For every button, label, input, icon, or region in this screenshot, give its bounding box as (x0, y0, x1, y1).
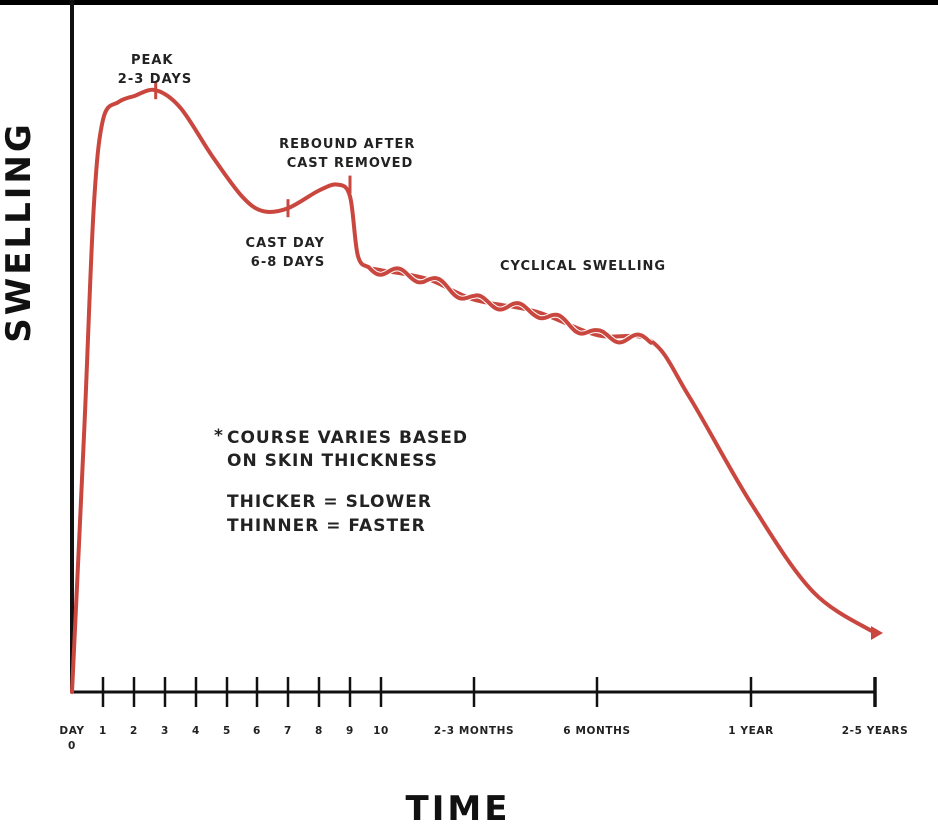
cyclical-swelling-wiggle (366, 265, 653, 345)
top-border (0, 0, 938, 5)
y-axis-title: SWELLING (0, 121, 39, 343)
note-thickness-rates: THICKER = SLOWER THINNER = FASTER (227, 492, 439, 536)
note-skin-thickness: COURSE VARIES BASED ON SKIN THICKNESS (227, 428, 475, 471)
x-tick-label-2: 2 (130, 725, 138, 737)
x-tick-label-14: 2-5 YEARS (842, 725, 909, 737)
x-tick-label-11: 2-3 MONTHS (434, 725, 514, 737)
x-tick-label-4: 4 (192, 725, 200, 737)
rebound-label: REBOUND AFTER CAST REMOVED (279, 137, 421, 171)
x-tick-label-8: 8 (315, 725, 323, 737)
x-tick-label-7: 7 (284, 725, 292, 737)
cast-day-label: CAST DAY 6-8 DAYS (246, 236, 331, 270)
cyclical-swelling-label: CYCLICAL SWELLING (500, 259, 666, 274)
x-axis-title: TIME (406, 789, 511, 829)
x-tick-label-3: 3 (161, 725, 169, 737)
curve-arrowhead (871, 626, 883, 640)
note-star: * (214, 426, 224, 446)
x-tick-label-0: DAY 0 (59, 725, 84, 752)
x-tick-label-1: 1 (99, 725, 107, 737)
x-tick-label-9: 9 (346, 725, 354, 737)
swelling-curve (70, 87, 877, 694)
x-tick-label-13: 1 YEAR (728, 725, 774, 737)
x-tick-label-6: 6 (253, 725, 261, 737)
x-tick-label-12: 6 MONTHS (563, 725, 630, 737)
x-tick-label-5: 5 (223, 725, 231, 737)
x-tick-label-10: 10 (373, 725, 389, 737)
peak-label: PEAK 2-3 DAYS (118, 53, 192, 87)
